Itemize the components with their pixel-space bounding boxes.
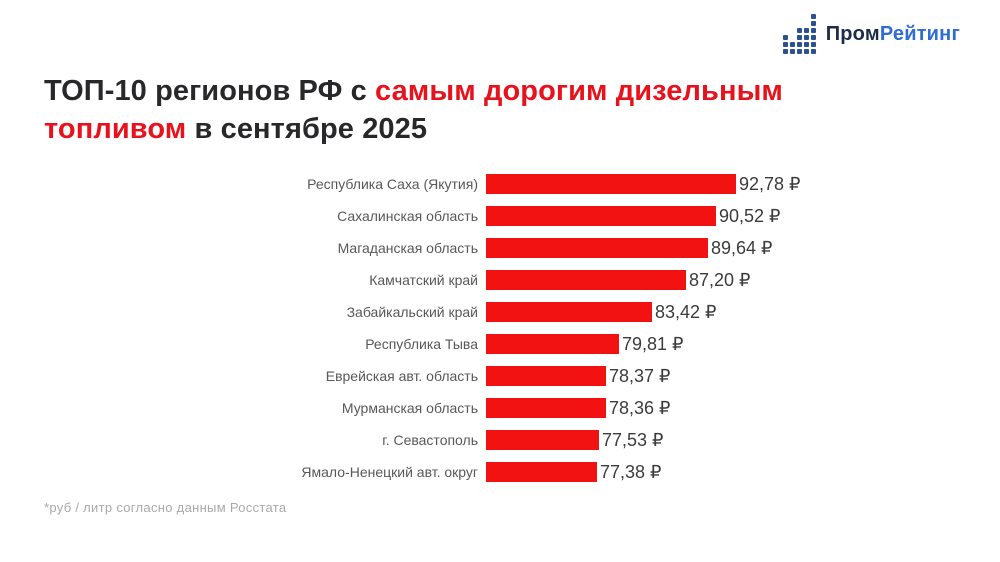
- bar: [486, 334, 619, 354]
- bar-track: 78,36 ₽: [486, 398, 671, 419]
- bar-label: Сахалинская область: [337, 208, 478, 224]
- title-segment: в сентябре 2025: [186, 113, 428, 145]
- bar: [486, 366, 606, 386]
- bar-label: Мурманская область: [341, 400, 478, 416]
- logo-dot: [782, 49, 788, 54]
- logo-dot: [796, 42, 802, 47]
- bar-value: 79,81 ₽: [622, 333, 684, 354]
- chart-row: Мурманская область 78,36 ₽: [44, 392, 980, 424]
- bar-track: 90,52 ₽: [486, 206, 781, 227]
- bar: [486, 430, 599, 450]
- chart-row: Республика Саха (Якутия) 92,78 ₽: [44, 168, 980, 200]
- logo-dot: [796, 35, 802, 40]
- logo-dot: [789, 42, 795, 47]
- chart-row: Сахалинская область 90,52 ₽: [44, 200, 980, 232]
- bar: [486, 270, 686, 290]
- bar-label: Еврейская авт. область: [325, 368, 478, 384]
- bar: [486, 174, 736, 194]
- logo-dot: [803, 49, 809, 54]
- logo-text: ПромРейтинг: [826, 23, 960, 46]
- bar-label: Забайкальский край: [346, 304, 478, 320]
- logo-dot: [810, 14, 816, 19]
- title-highlight-segment: топливом: [44, 113, 187, 145]
- logo-dot: [810, 35, 816, 40]
- bar-track: 78,37 ₽: [486, 366, 671, 387]
- logo-dot-column: [803, 28, 809, 54]
- bar: [486, 462, 597, 482]
- bar-value: 87,20 ₽: [689, 269, 751, 290]
- logo-dot: [810, 49, 816, 54]
- bar: [486, 238, 708, 258]
- bar-label: Камчатский край: [369, 272, 478, 288]
- chart-row: Магаданская область 89,64 ₽: [44, 232, 980, 264]
- logo-dot: [796, 49, 802, 54]
- logo-dot: [789, 49, 795, 54]
- bar-value: 83,42 ₽: [655, 301, 717, 322]
- footnote: *руб / литр согласно данным Росстата: [44, 500, 287, 515]
- chart-row: Камчатский край 87,20 ₽: [44, 264, 980, 296]
- bar-value: 77,53 ₽: [602, 429, 664, 450]
- logo-dot: [803, 42, 809, 47]
- logo-dot-column: [782, 35, 788, 54]
- chart-row: Еврейская авт. область 78,37 ₽: [44, 360, 980, 392]
- bar-track: 77,53 ₽: [486, 430, 664, 451]
- chart-row: г. Севастополь 77,53 ₽: [44, 424, 980, 456]
- bar-track: 77,38 ₽: [486, 462, 662, 483]
- bar-chart: Республика Саха (Якутия) 92,78 ₽ Сахалинск…: [44, 168, 980, 488]
- bar: [486, 398, 606, 418]
- bar-track: 87,20 ₽: [486, 270, 751, 291]
- logo-dot: [810, 28, 816, 33]
- bar-value: 90,52 ₽: [719, 205, 781, 226]
- logo-dot: [810, 42, 816, 47]
- logo-dot: [803, 35, 809, 40]
- chart-row: Ямало-Ненецкий авт. округ 77,38 ₽: [44, 456, 980, 488]
- logo-dot: [803, 28, 809, 33]
- dot-bar-chart-icon: [782, 14, 816, 54]
- bar-value: 78,37 ₽: [609, 365, 671, 386]
- bar-label: Республика Тыва: [365, 336, 478, 352]
- title-highlight-segment: самым дорогим дизельным: [375, 75, 783, 107]
- logo-dot: [782, 42, 788, 47]
- logo-dot-column: [810, 14, 816, 54]
- bar-track: 92,78 ₽: [486, 174, 801, 195]
- logo-dot: [796, 28, 802, 33]
- logo-dot: [782, 35, 788, 40]
- bar-track: 79,81 ₽: [486, 334, 684, 355]
- bar-value: 92,78 ₽: [739, 173, 801, 194]
- bar-value: 78,36 ₽: [609, 397, 671, 418]
- title-segment: ТОП-10 регионов РФ с: [44, 75, 375, 107]
- chart-row: Забайкальский край 83,42 ₽: [44, 296, 980, 328]
- logo-dot-column: [796, 28, 802, 54]
- bar-label: Республика Саха (Якутия): [307, 176, 478, 192]
- bar-value: 89,64 ₽: [711, 237, 773, 258]
- bar-label: г. Севастополь: [382, 432, 478, 448]
- bar-track: 83,42 ₽: [486, 302, 717, 323]
- logo-dot-column: [789, 42, 795, 54]
- title-line: ТОП-10 регионов РФ с самым дорогим дизел…: [44, 72, 783, 110]
- promrating-logo: ПромРейтинг: [782, 12, 960, 56]
- bar-label: Ямало-Ненецкий авт. округ: [301, 464, 478, 480]
- bar-track: 89,64 ₽: [486, 238, 773, 259]
- bar-label: Магаданская область: [337, 240, 478, 256]
- bar-value: 77,38 ₽: [600, 461, 662, 482]
- page-title: ТОП-10 регионов РФ с самым дорогим дизел…: [44, 72, 783, 148]
- bar: [486, 206, 716, 226]
- chart-row: Республика Тыва 79,81 ₽: [44, 328, 980, 360]
- logo-text-primary: Пром: [825, 22, 880, 45]
- logo-text-secondary: Рейтинг: [879, 22, 960, 45]
- title-line: топливом в сентябре 2025: [44, 110, 783, 148]
- logo-dot: [810, 21, 816, 26]
- bar: [486, 302, 652, 322]
